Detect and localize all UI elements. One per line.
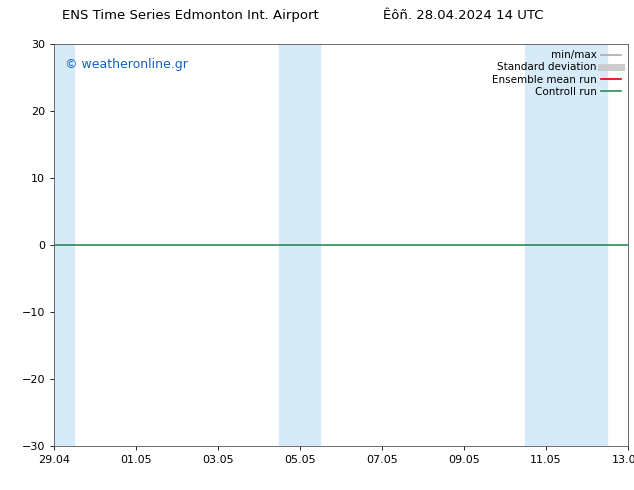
Bar <box>54 44 74 446</box>
Text: © weatheronline.gr: © weatheronline.gr <box>65 58 188 71</box>
Text: ENS Time Series Edmonton Int. Airport: ENS Time Series Edmonton Int. Airport <box>62 9 318 22</box>
Legend: min/max, Standard deviation, Ensemble mean run, Controll run: min/max, Standard deviation, Ensemble me… <box>488 46 626 101</box>
Bar <box>280 44 320 446</box>
Text: Êôñ. 28.04.2024 14 UTC: Êôñ. 28.04.2024 14 UTC <box>382 9 543 22</box>
Bar <box>525 44 607 446</box>
